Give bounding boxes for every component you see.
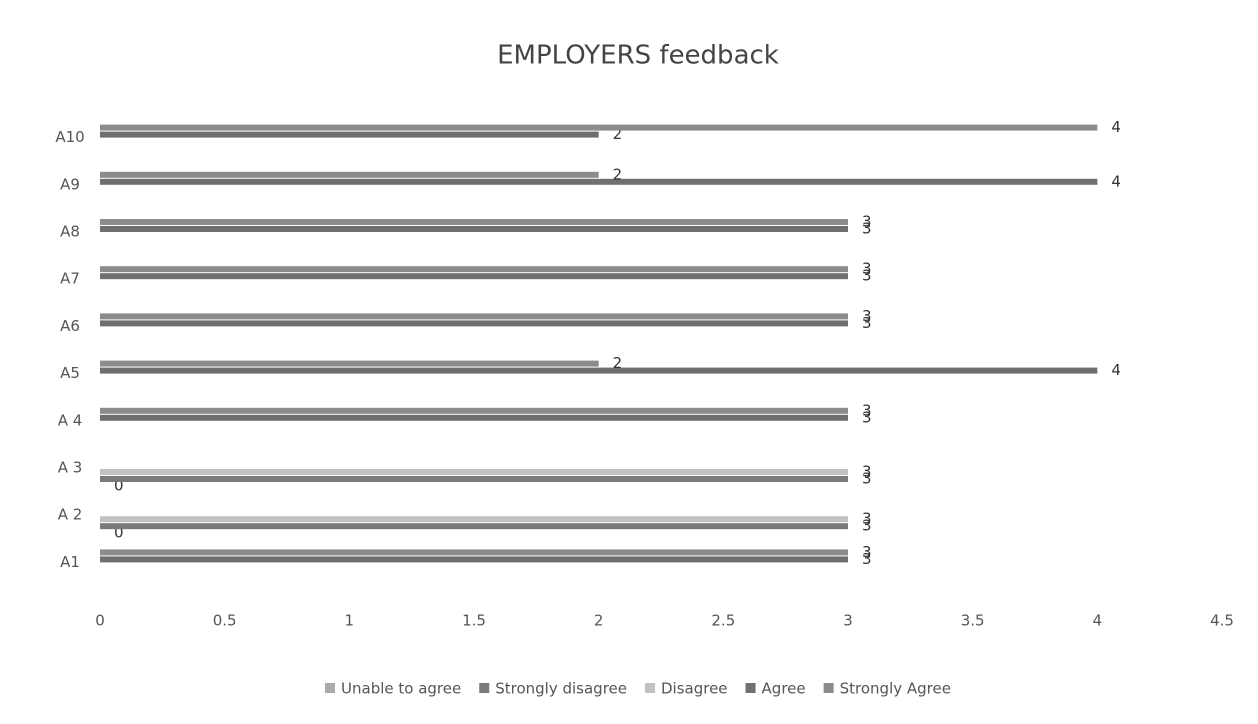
bar — [100, 476, 848, 482]
x-tick-label: 2 — [594, 612, 604, 630]
bar — [100, 266, 848, 273]
y-tick-label: A1 — [60, 553, 80, 571]
value-label: 4 — [1111, 361, 1121, 379]
y-tick-label: A 4 — [58, 411, 83, 429]
legend-swatch — [645, 683, 656, 693]
value-label: 3 — [862, 307, 872, 325]
x-tick-label: 4.5 — [1210, 612, 1234, 630]
bar — [100, 313, 848, 320]
legend-label: Agree — [762, 680, 806, 698]
value-label: 3 — [862, 213, 872, 231]
value-label: 3 — [862, 543, 872, 561]
legend-label: Strongly disagree — [495, 680, 627, 698]
y-tick-label: A 3 — [58, 459, 83, 477]
bar — [100, 367, 1098, 374]
value-label: 3 — [862, 314, 872, 332]
bar — [100, 549, 848, 556]
value-label: 2 — [613, 165, 623, 183]
bar — [100, 124, 1098, 131]
value-label: 3 — [862, 517, 872, 535]
bar — [100, 469, 848, 475]
value-label: 2 — [613, 125, 623, 143]
value-label: 0 — [114, 477, 124, 495]
bar — [100, 273, 848, 280]
bar — [100, 407, 848, 414]
bar — [100, 556, 848, 563]
legend-label: Strongly Agree — [840, 680, 951, 698]
y-tick-label: A9 — [60, 175, 80, 193]
value-label: 3 — [862, 220, 872, 238]
y-tick-label: A 2 — [58, 506, 83, 524]
y-tick-label: A5 — [60, 364, 80, 382]
x-tick-label: 2.5 — [711, 612, 735, 630]
value-label: 3 — [862, 401, 872, 419]
legend-swatch — [325, 683, 336, 693]
chart-title: EMPLOYERS feedback — [497, 41, 779, 71]
value-label: 3 — [862, 463, 872, 481]
y-tick-label: A8 — [60, 223, 80, 241]
x-tick-label: 1.5 — [462, 612, 486, 630]
y-tick-label: A10 — [55, 128, 84, 146]
value-label: 3 — [862, 470, 872, 488]
legend-label: Unable to agree — [341, 680, 461, 698]
bar — [100, 516, 848, 523]
value-label: 3 — [862, 267, 872, 285]
value-label: 3 — [862, 510, 872, 528]
x-tick-label: 1 — [345, 612, 355, 630]
bar — [100, 171, 599, 178]
y-tick-label: A6 — [60, 317, 80, 335]
legend-label: Disagree — [661, 680, 728, 698]
bar — [100, 414, 848, 421]
value-label: 3 — [862, 408, 872, 426]
x-tick-label: 0.5 — [213, 612, 237, 630]
legend-swatch — [745, 683, 756, 693]
x-tick-label: 3.5 — [961, 612, 985, 630]
y-tick-label: A7 — [60, 270, 80, 288]
bar — [100, 131, 599, 138]
legend-swatch — [479, 683, 490, 693]
bar — [100, 178, 1098, 185]
bar — [100, 523, 848, 530]
value-label: 4 — [1111, 172, 1121, 190]
legend-swatch — [823, 683, 834, 693]
value-label: 0 — [114, 524, 124, 542]
bar — [100, 320, 848, 327]
value-label: 2 — [613, 354, 623, 372]
value-label: 4 — [1111, 118, 1121, 136]
x-tick-label: 3 — [843, 612, 853, 630]
value-label: 3 — [862, 550, 872, 568]
x-tick-label: 0 — [95, 612, 105, 630]
x-tick-label: 4 — [1093, 612, 1103, 630]
value-label: 3 — [862, 260, 872, 278]
bar — [100, 226, 848, 232]
bar — [100, 219, 848, 225]
bar — [100, 360, 599, 367]
